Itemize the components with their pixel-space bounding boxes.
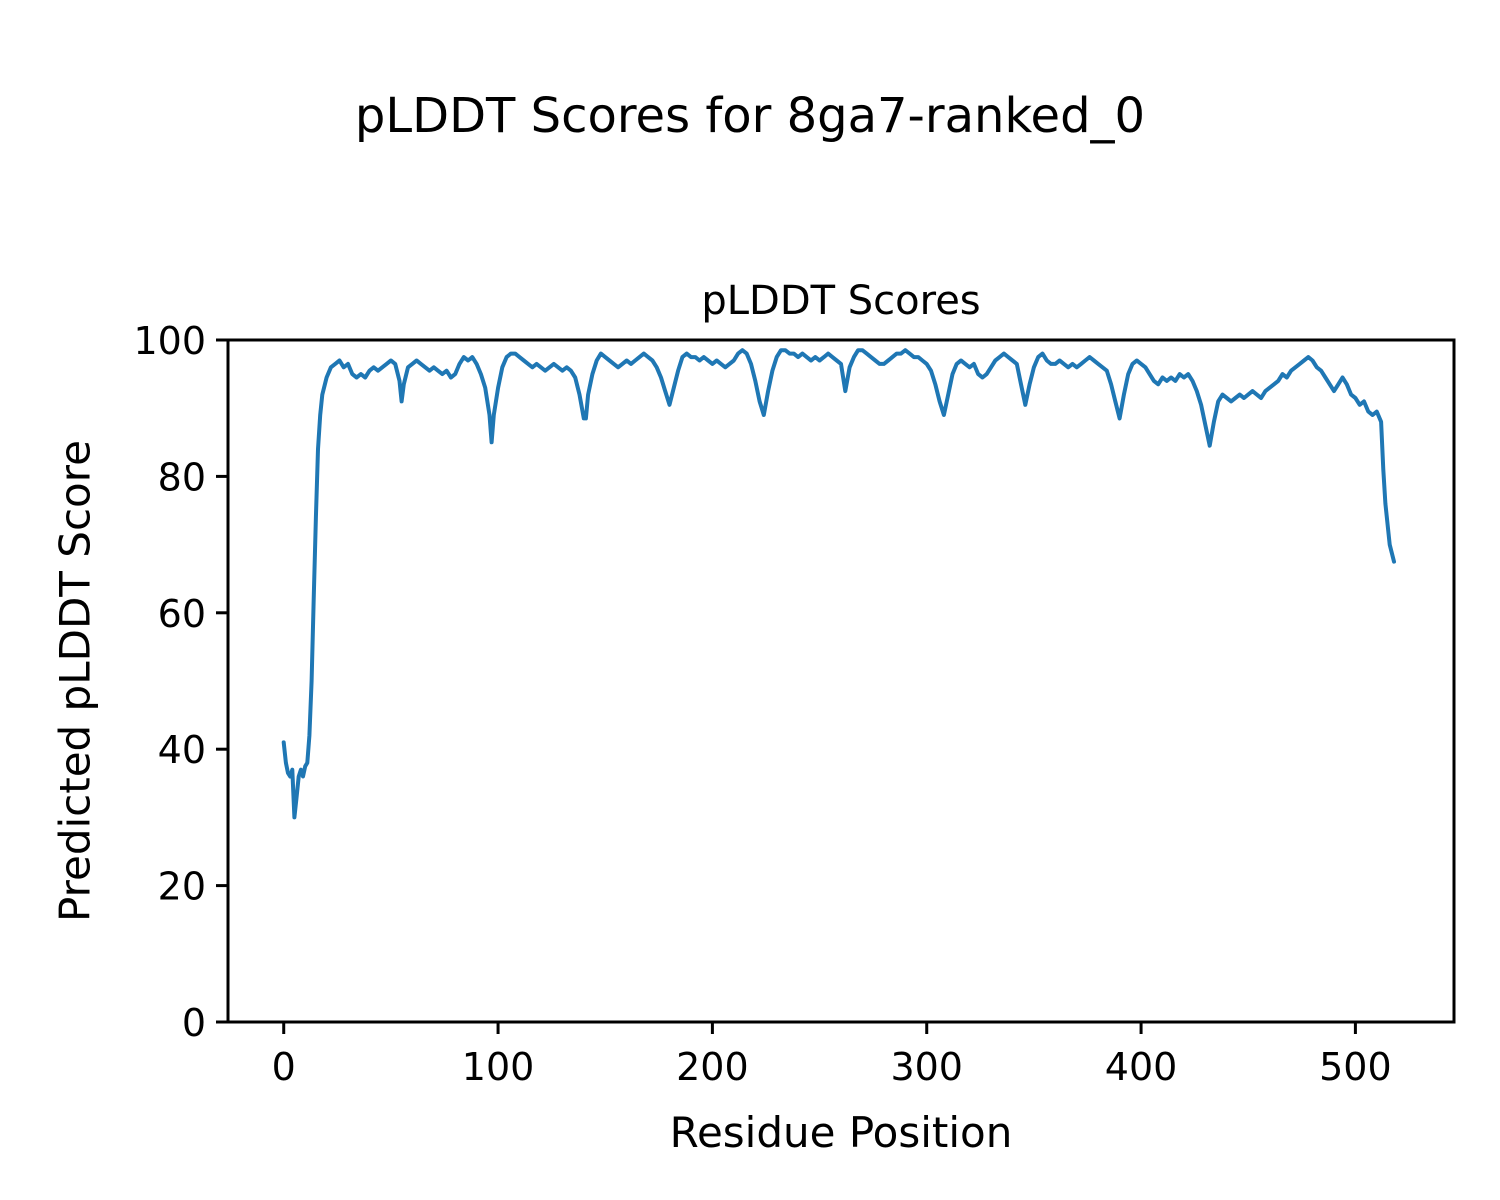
y-tick-label: 60 (158, 592, 206, 636)
y-tick-label: 0 (182, 1001, 206, 1045)
x-tick-label: 300 (890, 1045, 963, 1089)
x-tick-label: 200 (676, 1045, 749, 1089)
data-line-layer (281, 348, 1396, 820)
y-tick-label: 20 (158, 865, 206, 909)
plddt-score-line (281, 348, 1396, 820)
figure-suptitle: pLDDT Scores for 8ga7-ranked_0 (354, 88, 1146, 144)
x-tick-label: 500 (1319, 1045, 1392, 1089)
x-axis-label: Residue Position (669, 1108, 1013, 1157)
x-tick-label: 100 (462, 1045, 535, 1089)
x-tick-label: 0 (272, 1045, 296, 1089)
axes-title: pLDDT Scores (701, 278, 981, 324)
plot-border (226, 338, 1456, 1024)
y-tick-label: 80 (158, 455, 206, 499)
x-tick-label: 400 (1105, 1045, 1178, 1089)
axis-ticks: 0 100 200 300 400 500 0 20 40 60 80 100 (133, 319, 1391, 1089)
y-tick-label: 40 (158, 728, 206, 772)
y-tick-label: 100 (133, 319, 206, 363)
